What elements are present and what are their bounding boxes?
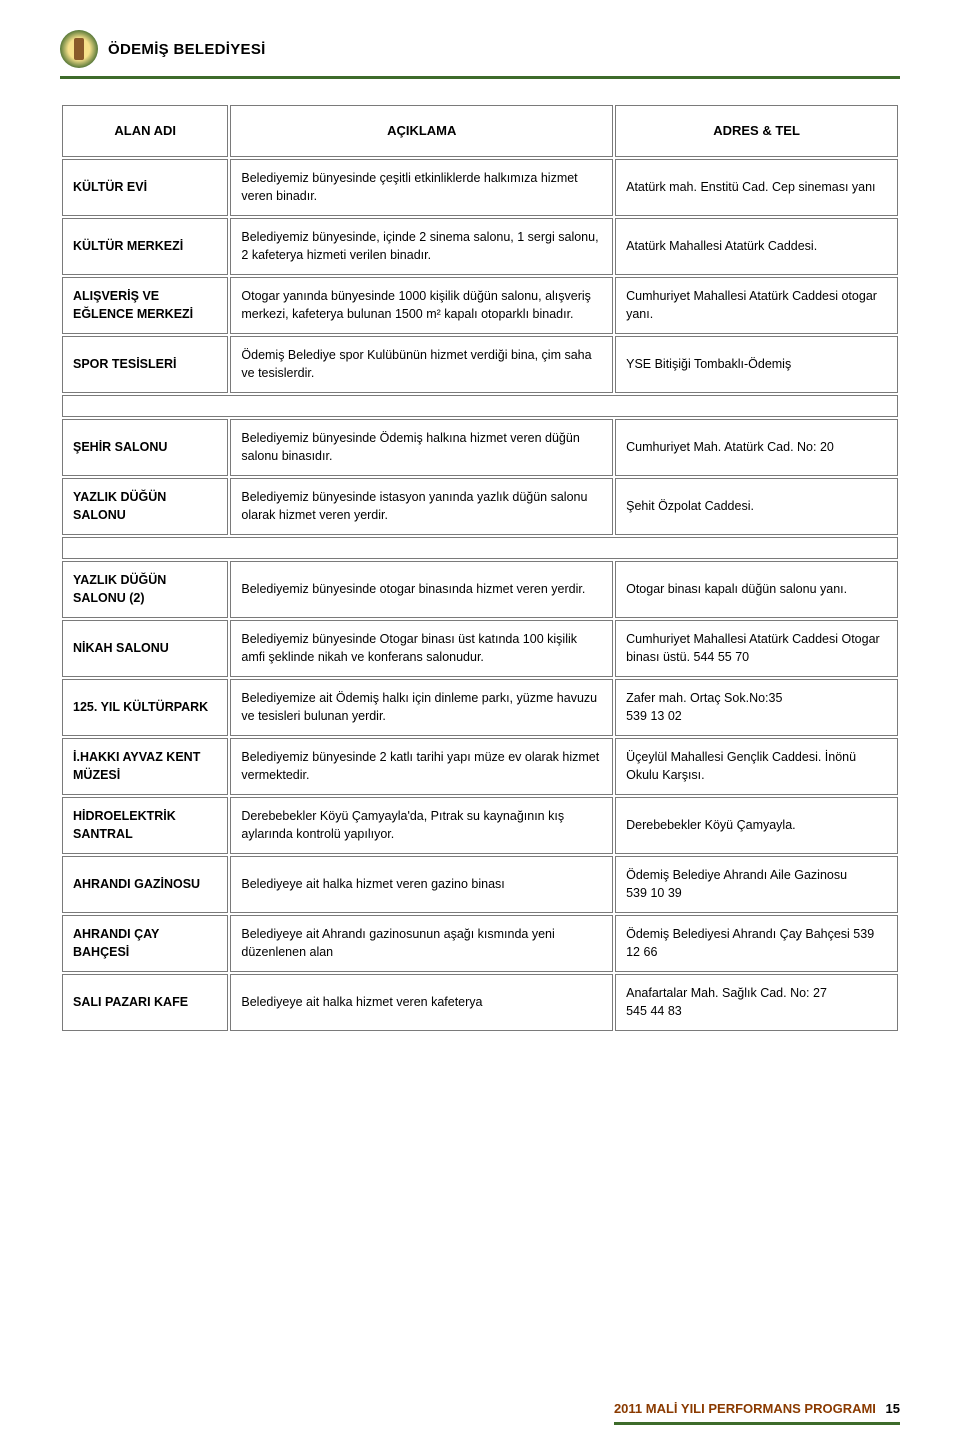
- table-row: AHRANDI ÇAY BAHÇESİBelediyeye ait Ahrand…: [62, 915, 898, 972]
- facility-address: Üçeylül Mahallesi Gençlik Caddesi. İnönü…: [615, 738, 898, 795]
- table-row: 125. YIL KÜLTÜRPARKBelediyemize ait Ödem…: [62, 679, 898, 736]
- facility-name: YAZLIK DÜĞÜN SALONU: [62, 478, 228, 535]
- facility-description: Belediyemiz bünyesinde 2 katlı tarihi ya…: [230, 738, 613, 795]
- facility-name: İ.HAKKI AYVAZ KENT MÜZESİ: [62, 738, 228, 795]
- facility-description: Belediyemiz bünyesinde, içinde 2 sinema …: [230, 218, 613, 275]
- table-spacer: [62, 395, 898, 417]
- facility-name: ŞEHİR SALONU: [62, 419, 228, 476]
- facility-address: Zafer mah. Ortaç Sok.No:35 539 13 02: [615, 679, 898, 736]
- facility-description: Belediyeye ait halka hizmet veren kafete…: [230, 974, 613, 1031]
- facility-name: SALI PAZARI KAFE: [62, 974, 228, 1031]
- facility-name: 125. YIL KÜLTÜRPARK: [62, 679, 228, 736]
- facility-name: HİDROELEKTRİK SANTRAL: [62, 797, 228, 854]
- facility-name: AHRANDI ÇAY BAHÇESİ: [62, 915, 228, 972]
- facilities-table: ALAN ADI AÇIKLAMA ADRES & TEL KÜLTÜR EVİ…: [60, 103, 900, 1033]
- table-row: NİKAH SALONUBelediyemiz bünyesinde Otoga…: [62, 620, 898, 677]
- footer-text: 2011 MALİ YILI PERFORMANS PROGRAMI: [614, 1401, 876, 1416]
- org-title: ÖDEMİŞ BELEDİYESİ: [108, 41, 266, 58]
- col-header-name: ALAN ADI: [62, 105, 228, 157]
- facility-address: Derebebekler Köyü Çamyayla.: [615, 797, 898, 854]
- table-row: YAZLIK DÜĞÜN SALONU (2)Belediyemiz bünye…: [62, 561, 898, 618]
- facility-address: Cumhuriyet Mahallesi Atatürk Caddesi oto…: [615, 277, 898, 334]
- facility-name: ALIŞVERİŞ VE EĞLENCE MERKEZİ: [62, 277, 228, 334]
- table-row: YAZLIK DÜĞÜN SALONUBelediyemiz bünyesind…: [62, 478, 898, 535]
- facility-name: KÜLTÜR EVİ: [62, 159, 228, 216]
- table-row: HİDROELEKTRİK SANTRALDerebebekler Köyü Ç…: [62, 797, 898, 854]
- facility-address: Cumhuriyet Mah. Atatürk Cad. No: 20: [615, 419, 898, 476]
- page-header: ÖDEMİŞ BELEDİYESİ: [60, 30, 900, 68]
- facility-name: AHRANDI GAZİNOSU: [62, 856, 228, 913]
- page-number: 15: [886, 1401, 900, 1416]
- table-row: AHRANDI GAZİNOSUBelediyeye ait halka hiz…: [62, 856, 898, 913]
- table-row: ALIŞVERİŞ VE EĞLENCE MERKEZİOtogar yanın…: [62, 277, 898, 334]
- facility-address: YSE Bitişiği Tombaklı-Ödemiş: [615, 336, 898, 393]
- table-spacer: [62, 537, 898, 559]
- facility-name: NİKAH SALONU: [62, 620, 228, 677]
- facility-name: KÜLTÜR MERKEZİ: [62, 218, 228, 275]
- footer-rule: [614, 1422, 900, 1425]
- facility-address: Cumhuriyet Mahallesi Atatürk Caddesi Oto…: [615, 620, 898, 677]
- facility-address: Atatürk Mahallesi Atatürk Caddesi.: [615, 218, 898, 275]
- facility-address: Şehit Özpolat Caddesi.: [615, 478, 898, 535]
- facility-address: Anafartalar Mah. Sağlık Cad. No: 27 545 …: [615, 974, 898, 1031]
- col-header-desc: AÇIKLAMA: [230, 105, 613, 157]
- facility-description: Derebebekler Köyü Çamyayla'da, Pıtrak su…: [230, 797, 613, 854]
- facility-address: Ödemiş Belediyesi Ahrandı Çay Bahçesi 53…: [615, 915, 898, 972]
- facility-name: YAZLIK DÜĞÜN SALONU (2): [62, 561, 228, 618]
- facility-name: SPOR TESİSLERİ: [62, 336, 228, 393]
- table-row: İ.HAKKI AYVAZ KENT MÜZESİBelediyemiz bün…: [62, 738, 898, 795]
- table-row: SALI PAZARI KAFEBelediyeye ait halka hiz…: [62, 974, 898, 1031]
- facility-description: Belediyemiz bünyesinde Ödemiş halkına hi…: [230, 419, 613, 476]
- table-row: SPOR TESİSLERİÖdemiş Belediye spor Kulüb…: [62, 336, 898, 393]
- col-header-addr: ADRES & TEL: [615, 105, 898, 157]
- facility-address: Otogar binası kapalı düğün salonu yanı.: [615, 561, 898, 618]
- facility-description: Belediyemize ait Ödemiş halkı için dinle…: [230, 679, 613, 736]
- table-header-row: ALAN ADI AÇIKLAMA ADRES & TEL: [62, 105, 898, 157]
- page: ÖDEMİŞ BELEDİYESİ ALAN ADI AÇIKLAMA ADRE…: [0, 0, 960, 1447]
- facility-description: Ödemiş Belediye spor Kulübünün hizmet ve…: [230, 336, 613, 393]
- facility-description: Belediyemiz bünyesinde istasyon yanında …: [230, 478, 613, 535]
- header-rule: [60, 76, 900, 79]
- facility-description: Belediyemiz bünyesinde otogar binasında …: [230, 561, 613, 618]
- facility-address: Atatürk mah. Enstitü Cad. Cep sineması y…: [615, 159, 898, 216]
- facility-description: Belediyeye ait Ahrandı gazinosunun aşağı…: [230, 915, 613, 972]
- facility-description: Belediyemiz bünyesinde Otogar binası üst…: [230, 620, 613, 677]
- facility-description: Otogar yanında bünyesinde 1000 kişilik d…: [230, 277, 613, 334]
- facility-description: Belediyeye ait halka hizmet veren gazino…: [230, 856, 613, 913]
- facility-description: Belediyemiz bünyesinde çeşitli etkinlikl…: [230, 159, 613, 216]
- table-row: KÜLTÜR MERKEZİBelediyemiz bünyesinde, iç…: [62, 218, 898, 275]
- facility-address: Ödemiş Belediye Ahrandı Aile Gazinosu 53…: [615, 856, 898, 913]
- table-row: ŞEHİR SALONUBelediyemiz bünyesinde Ödemi…: [62, 419, 898, 476]
- municipality-logo-icon: [60, 30, 98, 68]
- page-footer: 2011 MALİ YILI PERFORMANS PROGRAMI 15: [614, 1401, 900, 1425]
- table-row: KÜLTÜR EVİBelediyemiz bünyesinde çeşitli…: [62, 159, 898, 216]
